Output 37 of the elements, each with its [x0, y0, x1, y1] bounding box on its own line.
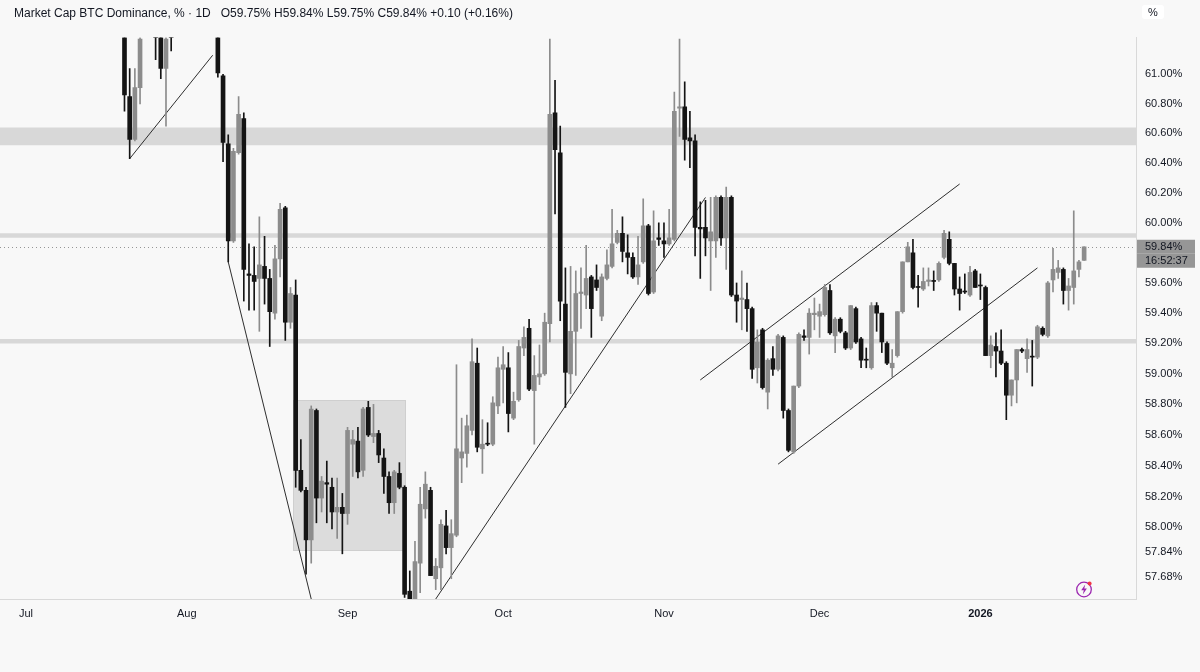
y-tick-label: 57.84% — [1145, 545, 1183, 558]
text: 16:52:37 — [1145, 254, 1188, 267]
y-tick-label: 59.00% — [1145, 366, 1183, 379]
y-tick-label: 57.68% — [1145, 570, 1183, 583]
candlestick — [931, 270, 937, 291]
x-tick-label: Dec — [809, 606, 830, 619]
y-tick-label: 59.20% — [1145, 336, 1183, 349]
x-tick-label: Aug — [176, 606, 197, 619]
x-tick-label: Jul — [18, 606, 33, 619]
candlestick — [324, 460, 330, 524]
y-tick-label: 58.80% — [1145, 397, 1183, 410]
y-tick-label: 60.80% — [1145, 96, 1183, 109]
candlestick — [889, 349, 895, 378]
x-tick-label: Oct — [494, 606, 512, 619]
y-tick-label: 61.00% — [1145, 67, 1183, 80]
chart-subtitle: O59.75% H59.84% L59.75% C59.84% +0.10 (+0.16%) — [220, 6, 513, 20]
candlestick — [739, 270, 745, 331]
y-tick-label: 58.60% — [1145, 428, 1183, 441]
y-tick-label: 59.40% — [1145, 306, 1183, 319]
y-tick-label: 60.60% — [1145, 126, 1183, 139]
x-tick-label: Sep — [337, 606, 358, 619]
x-tick-label: 2026 — [968, 606, 993, 619]
y-tick-label: 58.00% — [1145, 520, 1183, 533]
y-tick-label: 60.00% — [1145, 215, 1183, 228]
y-axis-title: % — [1142, 5, 1164, 19]
candlestick — [656, 222, 662, 246]
x-tick-label: Nov — [654, 606, 675, 619]
y-tick-label: 58.40% — [1145, 458, 1183, 471]
y-tick-label: 59.60% — [1145, 275, 1183, 288]
chart-title: Market Cap BTC Dominance, % · 1D — [14, 6, 211, 20]
y-tick-label: 60.40% — [1145, 156, 1183, 169]
y-tick-label: 58.20% — [1145, 489, 1183, 502]
ref-line-label: 59.84% — [1145, 240, 1183, 253]
candlestick — [500, 346, 506, 404]
y-tick-label: 60.20% — [1145, 185, 1183, 198]
candlestick — [251, 246, 257, 311]
candlestick — [1055, 260, 1061, 279]
